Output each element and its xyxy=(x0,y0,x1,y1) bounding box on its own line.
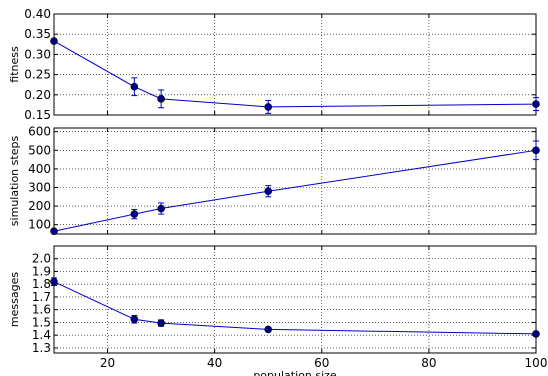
fitness-data-point xyxy=(532,100,540,108)
fitness-y-tick-label: 0.30 xyxy=(24,47,51,61)
messages-y-tick-label: 1.4 xyxy=(32,328,51,342)
messages-data-point xyxy=(157,319,165,327)
simulation-steps-data-point xyxy=(264,187,273,196)
x-axis-label: population size xyxy=(253,369,337,376)
x-tick-label: 40 xyxy=(207,356,222,370)
fitness-y-tick-label: 0.20 xyxy=(24,88,51,102)
x-tick-label: 80 xyxy=(421,356,436,370)
messages-y-axis-label: messages xyxy=(8,272,21,327)
fitness-y-tick-label: 0.35 xyxy=(24,27,51,41)
messages-y-tick-label: 1.6 xyxy=(32,303,51,317)
messages-y-tick-label: 1.5 xyxy=(32,315,51,329)
simulation-steps-plot-frame xyxy=(53,127,537,235)
messages-y-tick-label: 2.0 xyxy=(32,252,51,266)
messages-y-tick-label: 1.9 xyxy=(32,264,51,278)
messages-y-tick-label: 1.7 xyxy=(32,290,51,304)
fitness-y-axis-label: fitness xyxy=(8,46,21,83)
simulation-steps-data-point xyxy=(532,146,540,155)
simulation-steps-y-axis-label: simulation steps xyxy=(8,136,21,227)
messages-panel: 1.31.41.51.61.71.81.92.0 20 40 60 80 100 messa… xyxy=(8,245,548,376)
fitness-data-point xyxy=(130,82,139,91)
simulation-steps-y-tick-label: 600 xyxy=(28,125,51,139)
simulation-steps-data-point xyxy=(130,210,139,218)
fitness-plot-frame xyxy=(53,13,537,116)
fitness-panel: 0.15 0.20 0.25 0.30 0.35 0.40 fitness xyxy=(8,7,540,122)
simulation-steps-y-tick-label: 400 xyxy=(28,162,51,176)
simulation-steps-panel: 100 200 300 400 500 600 simulation steps xyxy=(8,125,540,236)
simulation-steps-y-tick-label: 200 xyxy=(28,199,51,213)
fitness-y-tick-label: 0.40 xyxy=(24,7,51,21)
messages-data-point xyxy=(130,315,139,324)
x-tick-label: 60 xyxy=(314,356,329,370)
messages-data-point xyxy=(50,277,58,286)
simulation-steps-data-point xyxy=(157,204,165,213)
messages-plot-frame xyxy=(53,245,537,354)
simulation-steps-y-tick-label: 100 xyxy=(28,218,51,232)
messages-y-tick-label: 1.3 xyxy=(32,341,51,355)
simulation-steps-y-tick-label: 300 xyxy=(28,181,51,195)
fitness-y-tick-label: 0.25 xyxy=(24,68,51,82)
messages-data-point xyxy=(532,330,540,338)
fitness-data-point xyxy=(264,103,273,111)
simulation-steps-data-point xyxy=(50,227,58,236)
fitness-y-tick-label: 0.15 xyxy=(24,108,51,122)
simulation-steps-y-tick-label: 500 xyxy=(28,143,51,157)
messages-data-point xyxy=(264,325,273,334)
x-tick-label: 100 xyxy=(525,356,548,370)
x-tick-label: 20 xyxy=(100,356,115,370)
fitness-data-point xyxy=(50,37,58,45)
fitness-data-point xyxy=(157,95,165,103)
messages-y-tick-label: 1.8 xyxy=(32,277,51,291)
